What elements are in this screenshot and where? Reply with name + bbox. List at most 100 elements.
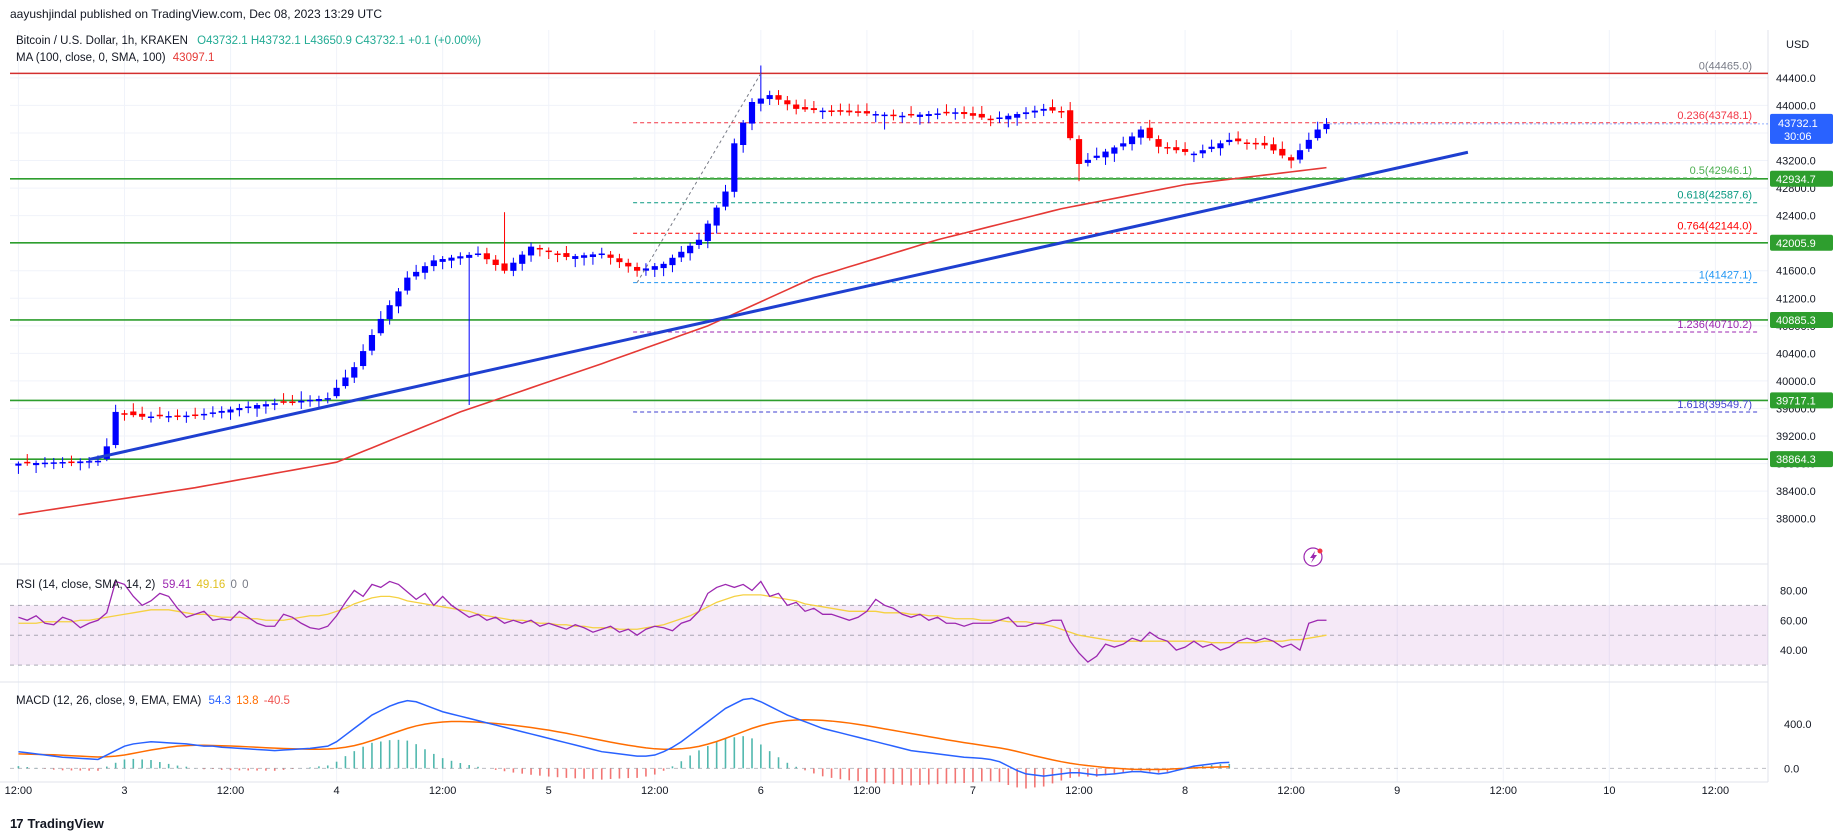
price-tick-label: 39200.0 (1776, 431, 1816, 443)
candle (245, 406, 252, 409)
candle (1226, 139, 1233, 143)
candle (978, 113, 985, 118)
candle (1288, 157, 1295, 161)
candle (1111, 147, 1118, 154)
rsi-band (10, 605, 1768, 666)
candle (1137, 129, 1144, 138)
candle (1190, 153, 1198, 156)
time-tick-label: 12:00 (429, 785, 457, 797)
candle (1252, 142, 1259, 145)
rsi-zero-2: 0 (242, 579, 249, 591)
fib-label: 0.236(43748.1) (1677, 110, 1752, 122)
candle (1058, 111, 1065, 113)
candles (15, 65, 1330, 474)
fib-label: 0.764(42144.0) (1677, 220, 1752, 232)
support-axis-tag (1770, 170, 1833, 187)
candle (147, 416, 155, 419)
candle (969, 113, 977, 116)
macd-label: MACD (12, 26, close, 9, EMA, EMA) (16, 695, 202, 707)
candle (1120, 143, 1127, 147)
price-tick-label: 43200.0 (1776, 156, 1816, 168)
fib-label: 0(44465.0) (1699, 60, 1752, 72)
change-value: +0.1 (+0.00%) (408, 35, 482, 47)
candle (15, 463, 22, 466)
ma-value: 43097.1 (172, 52, 215, 64)
candle (200, 413, 208, 416)
candle (952, 112, 959, 114)
rsi-tick-label: 80.00 (1780, 585, 1808, 597)
candle (1199, 150, 1206, 154)
time-tick-label: 12:00 (1702, 785, 1730, 797)
support-axis-label: 42934.7 (1776, 174, 1816, 186)
candle (810, 108, 817, 111)
candle (103, 446, 110, 459)
candle (121, 413, 128, 415)
candle (890, 114, 897, 117)
price-tick-label: 44000.0 (1776, 100, 1816, 112)
time-tick-label: 12:00 (1490, 785, 1518, 797)
candle (483, 253, 490, 260)
tradingview-logo[interactable]: 17 TradingView (10, 816, 104, 831)
symbol-title[interactable]: Bitcoin / U.S. Dollar, 1h, KRAKEN (16, 35, 188, 47)
candle (678, 251, 685, 258)
candle (466, 254, 473, 258)
candle (342, 377, 349, 387)
support-axis-tag (1770, 234, 1833, 251)
candle (687, 245, 694, 254)
candle (439, 259, 446, 262)
candle (1173, 147, 1180, 151)
ma-legend[interactable]: MA (100, close, 0, SMA, 100) 43097.1 (16, 52, 214, 64)
candle (757, 98, 764, 104)
candle (616, 258, 623, 263)
price-tick-label: 38000.0 (1776, 514, 1816, 526)
rsi-value: 59.41 (162, 579, 192, 591)
candle (386, 305, 393, 320)
rsi-tick-label: 40.00 (1780, 645, 1808, 657)
candle (1067, 110, 1074, 139)
ma-label: MA (100, close, 0, SMA, 100) (16, 52, 166, 64)
candle (404, 277, 411, 291)
candle (1279, 148, 1286, 156)
fib-label: 0.618(42587.6) (1677, 190, 1752, 202)
candle (934, 113, 941, 115)
macd-tick-label: 0.0 (1784, 763, 1799, 775)
candle (1270, 144, 1277, 151)
candle (1146, 127, 1153, 139)
candle (1243, 142, 1251, 145)
candle (50, 462, 57, 464)
time-tick-label: 12:00 (1065, 785, 1093, 797)
candle (183, 415, 190, 418)
rsi-legend[interactable]: RSI (14, close, SMA, 14, 2) 59.41 49.16 … (16, 579, 249, 591)
candle (625, 262, 632, 267)
candle (925, 114, 932, 116)
candle (854, 111, 862, 113)
lightning-icon[interactable] (1303, 547, 1323, 567)
candle (86, 461, 93, 463)
time-tick-label: 10 (1603, 785, 1615, 797)
candle (545, 250, 552, 253)
macd-legend[interactable]: MACD (12, 26, close, 9, EMA, EMA) 54.3 1… (16, 695, 290, 707)
candle (298, 400, 305, 403)
candle (704, 223, 711, 242)
candle (607, 254, 614, 258)
currency-label: USD (1786, 39, 1809, 51)
candle (863, 111, 870, 114)
rsi-label: RSI (14, close, SMA, 14, 2) (16, 579, 156, 591)
time-tick-label: 12:00 (1277, 785, 1305, 797)
support-axis-label: 39717.1 (1776, 395, 1816, 407)
time-tick-label: 12:00 (853, 785, 881, 797)
candle (227, 409, 234, 413)
candle (899, 115, 906, 118)
tradingview-brand: TradingView (27, 816, 104, 831)
candle (457, 256, 464, 259)
price-tick-label: 41200.0 (1776, 293, 1816, 305)
candle (943, 111, 950, 114)
rsi-zero-1: 0 (230, 579, 237, 591)
time-tick-label: 6 (758, 785, 764, 797)
candle (748, 101, 756, 124)
candle (766, 95, 773, 100)
candle (333, 387, 340, 397)
candle (740, 122, 747, 146)
price-tick-label: 40000.0 (1776, 376, 1816, 388)
